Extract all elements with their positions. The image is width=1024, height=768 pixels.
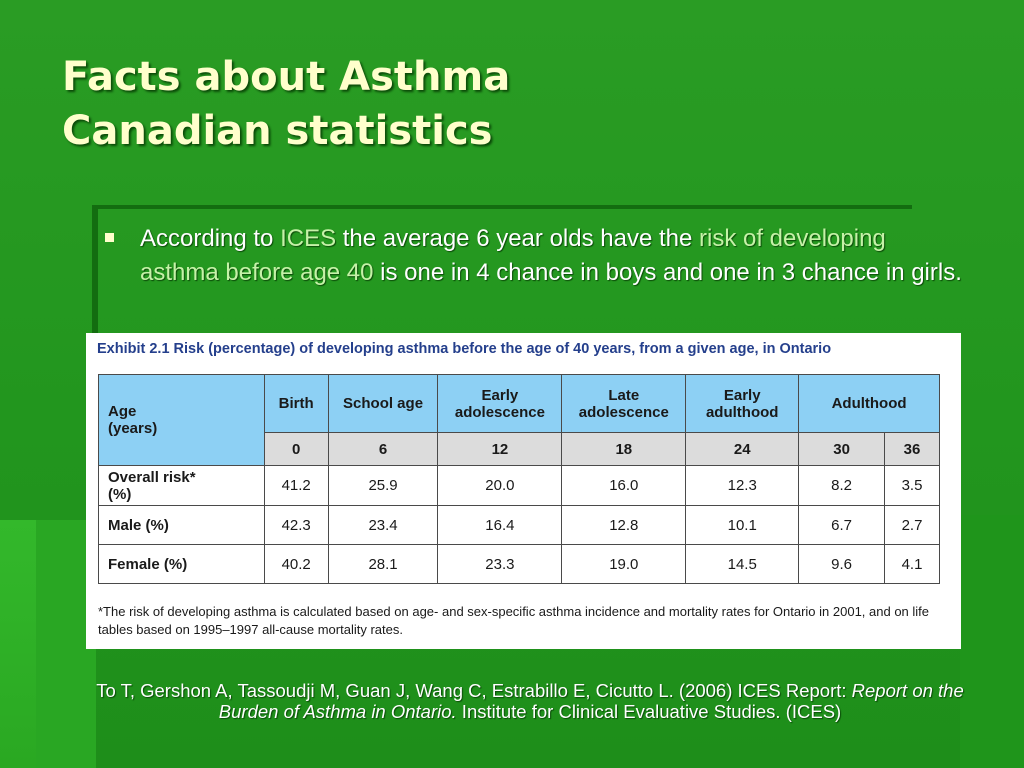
bullet-text-part: the average 6 year olds have the [336, 225, 699, 252]
risk-table: Age (years) Birth School age Early adole… [98, 374, 940, 584]
bullet-item: According to ICES the average 6 year old… [105, 222, 965, 290]
ices-link[interactable]: ICES [280, 225, 337, 252]
table-cell: 12.8 [561, 505, 687, 545]
table-cell: 14.5 [685, 544, 800, 584]
table-cell: 42.3 [263, 505, 329, 545]
citation-authors: To T, Gershon A, Tassoudji M, Guan J, Wa… [96, 680, 852, 701]
row-label-line: Overall risk* [108, 468, 196, 486]
decorative-rule-left [92, 205, 98, 345]
age-value: 18 [561, 432, 687, 466]
age-value: 30 [798, 432, 886, 466]
table-cell: 16.0 [561, 465, 687, 506]
table-cell: 4.1 [884, 544, 940, 584]
age-label: Age [108, 403, 137, 420]
table-cell: 8.2 [798, 465, 886, 506]
citation: To T, Gershon A, Tassoudji M, Guan J, Wa… [96, 680, 964, 722]
table-cell: 19.0 [561, 544, 687, 584]
citation-report-title: Report on the Burden of Asthma in Ontari… [218, 680, 964, 722]
exhibit-image: Exhibit 2.1 Risk (percentage) of develop… [86, 333, 961, 649]
row-label: Overall risk* (%) [98, 465, 265, 506]
age-value: 0 [263, 432, 329, 466]
slide-title-line1: Facts about Asthma [62, 54, 511, 100]
table-cell: 9.6 [798, 544, 886, 584]
square-bullet-icon [105, 233, 114, 242]
table-row-overall: Overall risk* (%) 41.2 25.9 20.0 16.0 12… [98, 465, 940, 506]
header-late-adolescence: Late adolescence [561, 374, 687, 433]
age-unit: (years) [108, 420, 158, 437]
age-value: 36 [884, 432, 940, 466]
table-cell: 40.2 [263, 544, 329, 584]
header-birth: Birth [263, 374, 329, 433]
header-line: adulthood [705, 403, 779, 421]
header-line: Early [481, 386, 519, 404]
table-row-male: Male (%) 42.3 23.4 16.4 12.8 10.1 6.7 2.… [98, 505, 940, 545]
decorative-block-left [0, 520, 40, 768]
table-cell: 23.4 [327, 505, 439, 545]
bullet-text-part: is one in 4 chance in boys and one in 3 … [373, 259, 962, 286]
table-cell: 25.9 [327, 465, 439, 506]
table-cell: 16.4 [437, 505, 563, 545]
decorative-rule-top [96, 205, 912, 209]
header-school-age: School age [327, 374, 439, 433]
header-early-adolescence: Early adolescence [437, 374, 563, 433]
header-line: Early [723, 386, 761, 404]
table-age-row: 0 6 12 18 24 30 36 [99, 432, 940, 466]
age-value: 12 [437, 432, 563, 466]
table-cell: 23.3 [437, 544, 563, 584]
age-value: 6 [327, 432, 439, 466]
age-value: 24 [685, 432, 800, 466]
table-cell: 20.0 [437, 465, 563, 506]
table-cell: 10.1 [685, 505, 800, 545]
risk-link[interactable]: risk of developing asthma before age 40 [140, 225, 886, 286]
header-early-adulthood: Early adulthood [685, 374, 800, 433]
row-label: Female (%) [98, 544, 265, 584]
table-cell: 2.7 [884, 505, 940, 545]
header-adulthood: Adulthood [798, 374, 940, 433]
bullet-text: According to ICES the average 6 year old… [140, 222, 965, 290]
row-label-line: (%) [108, 485, 132, 503]
header-line: adolescence [578, 403, 669, 421]
table-cell: 41.2 [263, 465, 329, 506]
bullet-text-part: According to [140, 225, 281, 252]
table-cell: 28.1 [327, 544, 439, 584]
table-header-row: Age (years) Birth School age Early adole… [98, 374, 940, 466]
table-cell: 3.5 [884, 465, 940, 506]
header-line: Late [608, 386, 640, 404]
citation-publisher: Institute for Clinical Evaluative Studie… [456, 701, 842, 722]
header-line: adolescence [454, 403, 545, 421]
table-row-female: Female (%) 40.2 28.1 23.3 19.0 14.5 9.6 … [98, 544, 940, 584]
decorative-block-right [960, 515, 1024, 768]
table-cell: 6.7 [798, 505, 886, 545]
table-cell: 12.3 [685, 465, 800, 506]
slide-title-line2: Canadian statistics [62, 108, 493, 154]
age-header-cell: Age (years) [98, 374, 265, 466]
row-label: Male (%) [98, 505, 265, 545]
exhibit-footnote: *The risk of developing asthma is calcul… [98, 604, 930, 637]
exhibit-title: Exhibit 2.1 Risk (percentage) of develop… [97, 341, 832, 357]
slide-title: Facts about Asthma Canadian statistics [62, 50, 510, 158]
